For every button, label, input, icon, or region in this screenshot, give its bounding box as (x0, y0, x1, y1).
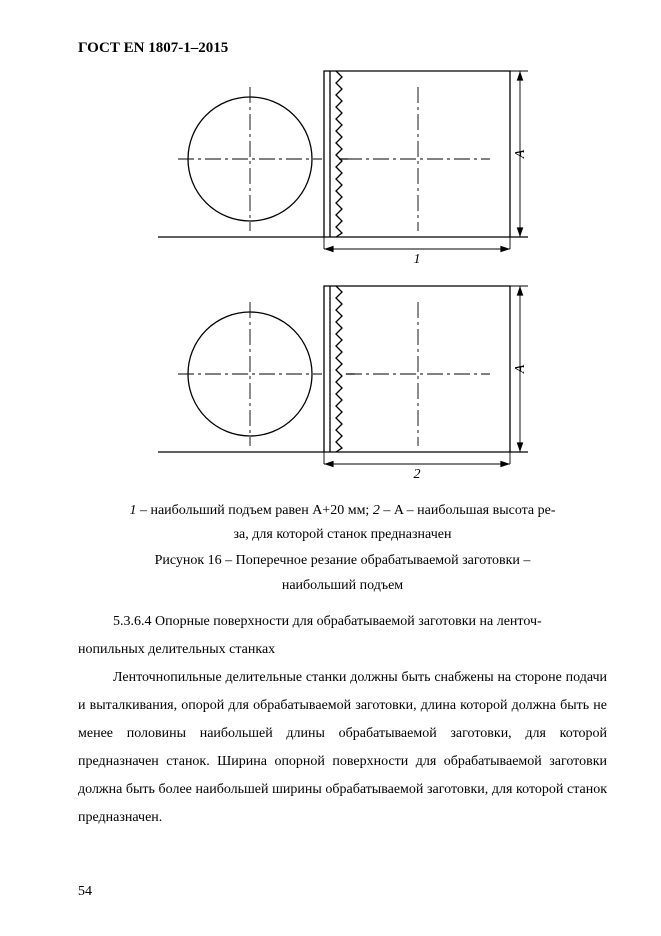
section-heading-tail: Опорные поверхности для обрабатываемой з… (152, 614, 542, 629)
doc-header: ГОСТ EN 1807-1–2015 (78, 40, 607, 57)
svg-text:A: A (513, 149, 528, 159)
caption-text-b: – A – наибольшая высота ре- (380, 503, 556, 518)
svg-text:2: 2 (413, 467, 420, 482)
figure-title-b: наибольший подъем (78, 574, 607, 598)
diagram-svg: A 1 A 2 (138, 61, 548, 491)
caption-text-a: – наибольший подъем равен A+20 мм; (136, 503, 372, 518)
page-number: 54 (78, 884, 92, 900)
figure-16: A 1 A 2 (78, 61, 607, 491)
caption-line-1: 1 – наибольший подъем равен A+20 мм; 2 –… (78, 499, 607, 523)
figure-title-a: Рисунок 16 – Поперечное резание обрабаты… (78, 549, 607, 573)
caption-ref-2: 2 (373, 503, 380, 518)
figure-caption: 1 – наибольший подъем равен A+20 мм; 2 –… (78, 499, 607, 598)
caption-line-2: за, для которой станок предназначен (78, 523, 607, 547)
section-number: 5.3.6.4 (113, 614, 152, 629)
page: ГОСТ EN 1807-1–2015 A 1 A 2 1 – наибольший … (0, 0, 661, 936)
section-heading-cont: нопильных делительных станках (78, 636, 607, 664)
section-heading: 5.3.6.4 Опорные поверхности для обрабаты… (78, 608, 607, 636)
svg-text:A: A (513, 364, 528, 374)
body-paragraph: Ленточнопильные делительные станки должн… (78, 664, 607, 832)
svg-text:1: 1 (413, 252, 420, 267)
